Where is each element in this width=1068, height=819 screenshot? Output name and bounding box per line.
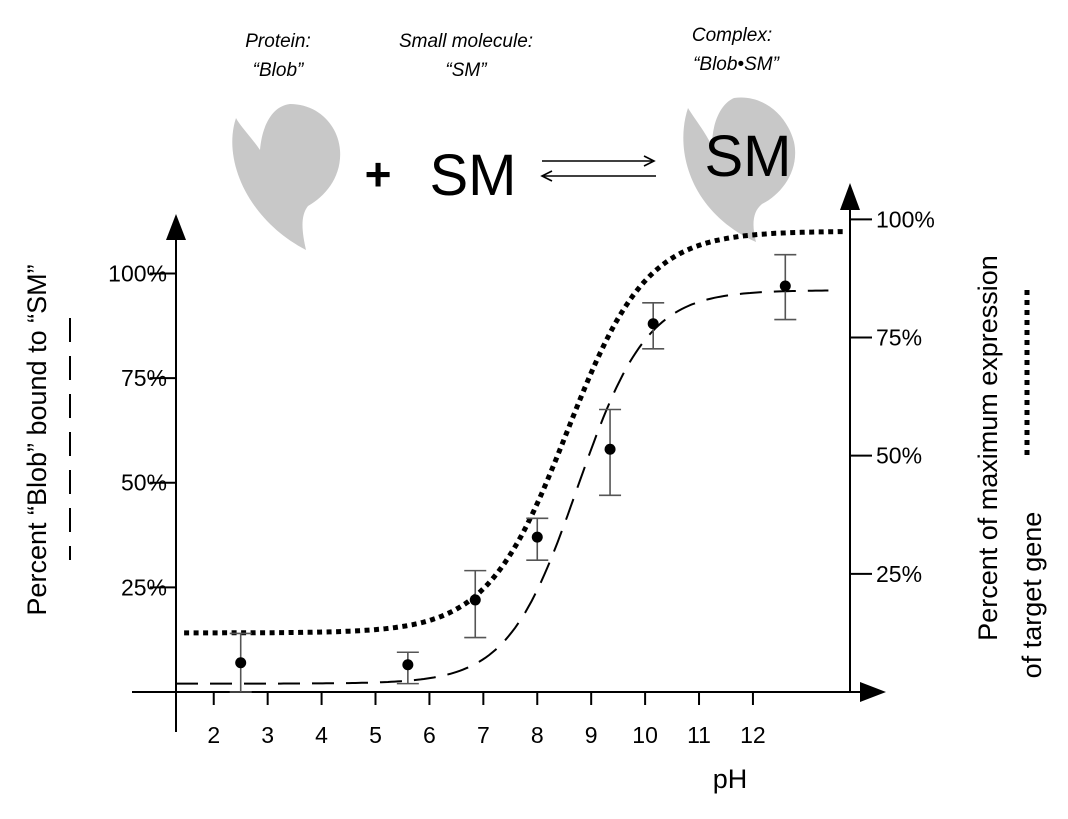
x-axis-label: pH (713, 764, 748, 794)
x-tick-label-6: 6 (423, 722, 436, 748)
complex-caption-name: “Blob•SM” (693, 54, 781, 75)
left-y-tick-label-100: 100% (108, 260, 167, 286)
sm-caption-name: “SM” (445, 60, 488, 81)
expression-curve-dotted (184, 229, 845, 636)
sm-caption-label: Small molecule: (399, 31, 533, 52)
data-point-2 (396, 651, 419, 685)
tick-layer: 2 3 4 5 6 7 8 9 10 11 12 25% 50% 75% 100% 25% 50% 75% 100% (108, 206, 935, 748)
data-point-marker (647, 318, 659, 330)
x-tick-label-9: 9 (585, 722, 598, 748)
x-axis-arrowhead (860, 682, 886, 702)
complex-blob-icon (683, 97, 796, 242)
protein-caption-name: “Blob” (253, 60, 305, 81)
binding-curve-dashed (176, 289, 829, 685)
equilibrium-arrows-icon (540, 155, 656, 182)
left-y-arrowhead (166, 214, 186, 240)
data-point-marker (469, 594, 481, 606)
right-y-tick-label-75: 75% (876, 325, 922, 351)
x-tick-label-4: 4 (315, 722, 328, 748)
x-tick-label-12: 12 (740, 722, 766, 748)
x-tick-label-7: 7 (477, 722, 490, 748)
right-y-tick-label-50: 50% (876, 443, 922, 469)
x-tick-label-2: 2 (207, 722, 220, 748)
point-layer (229, 253, 797, 693)
left-y-tick-label-50: 50% (121, 470, 167, 496)
x-tick-label-10: 10 (632, 722, 658, 748)
data-point-4 (526, 517, 549, 561)
protein-blob-icon (232, 104, 341, 250)
data-point-1 (229, 632, 252, 693)
data-point-3 (464, 569, 487, 639)
right-y-tick-label-100: 100% (876, 206, 935, 232)
data-point-marker (402, 659, 414, 671)
protein-caption-label: Protein: (245, 31, 310, 52)
plus-sign: + (365, 148, 392, 200)
right-y-tick-label-25: 25% (876, 561, 922, 587)
curve-layer (176, 229, 845, 685)
data-point-7 (774, 253, 797, 321)
x-tick-label-11: 11 (687, 722, 711, 748)
right-y-arrowhead (840, 183, 860, 210)
x-tick-label-8: 8 (531, 722, 544, 748)
complex-sm-label: SM (705, 124, 792, 189)
data-point-marker (779, 280, 791, 292)
right-y-axis-label-line2: of target gene (1017, 512, 1047, 679)
left-y-tick-label-25: 25% (121, 574, 167, 600)
axes (132, 183, 886, 732)
data-point-marker (235, 657, 247, 669)
right-y-axis-label-line1: Percent of maximum expression (973, 255, 1003, 641)
sm-molecule-label: SM (430, 143, 517, 208)
data-point-5 (599, 408, 622, 497)
data-point-6 (642, 301, 665, 350)
data-point-marker (604, 443, 616, 455)
complex-caption-label: Complex: (692, 25, 772, 46)
x-tick-label-3: 3 (261, 722, 274, 748)
data-point-marker (531, 531, 543, 543)
x-tick-label-5: 5 (369, 722, 382, 748)
left-y-axis-label: Percent “Blob” bound to “SM” (22, 264, 52, 615)
left-y-tick-label-75: 75% (121, 365, 167, 391)
